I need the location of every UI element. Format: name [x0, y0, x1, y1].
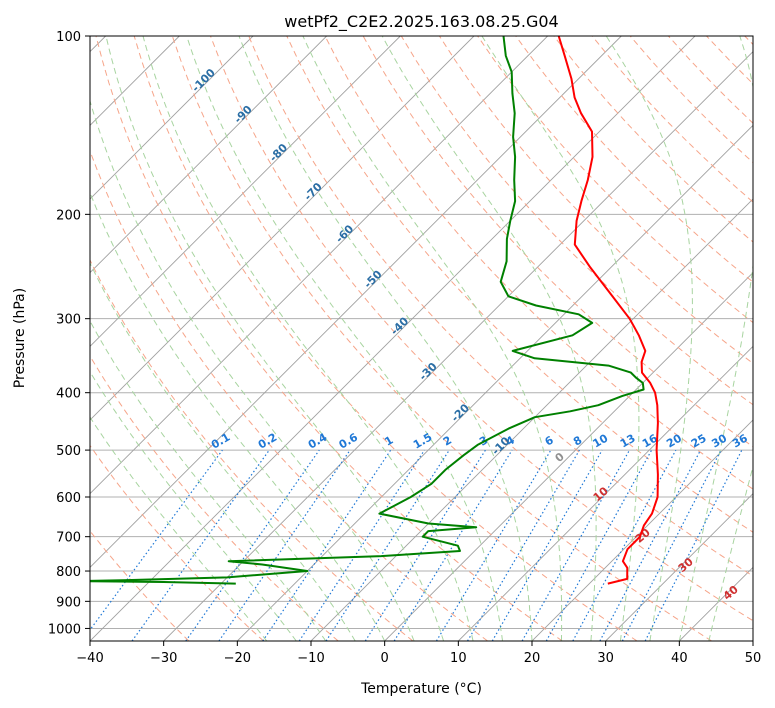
- moist-adiabat: [90, 416, 268, 641]
- isotherm-line: [90, 36, 254, 200]
- moist-adiabat: [186, 36, 503, 641]
- isotherm-line: [90, 36, 548, 495]
- mixing-ratio-line: [521, 449, 631, 641]
- chart-title: wetPf2_C2E2.2025.163.08.25.G04: [284, 12, 558, 32]
- grid-layer: [90, 36, 753, 629]
- x-tick-label: −20: [224, 651, 251, 666]
- x-tick-label: 30: [597, 651, 614, 666]
- dry-adiabat: [133, 36, 638, 641]
- moist-adiabat: [90, 261, 356, 641]
- moist-adiabat: [678, 36, 753, 641]
- moist-adiabat: [90, 370, 297, 641]
- x-tick-label: 50: [745, 651, 762, 666]
- mixing-ratio-line: [393, 449, 513, 641]
- y-tick-label: 600: [56, 491, 81, 506]
- dry-adiabat: [210, 36, 753, 622]
- dry-adiabat: [90, 355, 339, 641]
- plot-area: 0.1 0.2 0.4 0.6 1 1.5 2 3 4 6 8 10 13 16 20 25 30 36-100-…: [90, 36, 753, 641]
- moist-adiabat: [481, 36, 640, 641]
- isotherm-line: [605, 493, 753, 641]
- moist-adiabat: [238, 36, 533, 641]
- isotherm-line: [384, 272, 753, 641]
- y-axis-title: Pressure (hPa): [12, 288, 28, 388]
- dry-adiabat: [90, 444, 264, 641]
- moist-adiabat: [90, 320, 327, 641]
- x-tick-label: −40: [76, 651, 103, 666]
- moist-adiabat: [90, 191, 386, 641]
- mixing-ratio-line: [435, 449, 552, 641]
- mixing-ratio-line: [545, 449, 653, 641]
- mixing-ratio-line: [325, 449, 450, 641]
- y-axis: 100 200 300 400 500 600 700 800 900 1000: [48, 30, 90, 637]
- x-tick-label: −10: [297, 651, 324, 666]
- mixing-ratio-line: [218, 449, 351, 641]
- x-tick-label: 10: [450, 651, 467, 666]
- y-tick-label: 100: [56, 30, 81, 45]
- series-layer: [90, 36, 659, 585]
- plot-frame: [89, 35, 754, 642]
- moist-adiabat: [708, 464, 753, 641]
- mixing-ratio-line: [364, 449, 486, 641]
- dry-adiabat: [286, 36, 753, 533]
- x-axis: −40 −30 −20 −10 0 10 20 30 40 50: [76, 641, 761, 666]
- y-tick-label: 500: [56, 444, 81, 459]
- mixing-ratio-layer: [90, 449, 743, 641]
- isotherm-line: [90, 36, 475, 421]
- isotherm-line: [458, 345, 753, 641]
- isotherm-line: [237, 124, 753, 641]
- x-tick-label: 40: [671, 651, 688, 666]
- isotherm-line: [90, 36, 696, 641]
- dry-adiabat: [90, 258, 414, 641]
- isotherm-line: [90, 36, 622, 568]
- moist-adiabat: [605, 36, 693, 641]
- dry-adiabat-layer: [90, 36, 753, 641]
- isotherm-line: [90, 36, 401, 347]
- mixing-ratio-line: [185, 449, 320, 641]
- y-tick-label: 700: [56, 531, 81, 546]
- isotherm-layer: [90, 36, 753, 641]
- dry-adiabat: [515, 36, 753, 283]
- x-tick-label: −30: [150, 651, 177, 666]
- x-tick-label: 20: [524, 651, 541, 666]
- mixing-ratio-line: [466, 449, 580, 641]
- y-tick-label: 200: [56, 208, 81, 223]
- x-tick-label: 0: [381, 651, 389, 666]
- isotherm-line: [531, 419, 753, 641]
- y-tick-label: 800: [56, 565, 81, 580]
- mixing-ratio-line: [491, 449, 603, 641]
- dry-adiabat: [171, 36, 712, 641]
- temperature-line: [557, 36, 659, 585]
- isotherm-line: [90, 36, 327, 274]
- y-tick-label: 300: [56, 313, 81, 328]
- y-tick-label: 400: [56, 387, 81, 402]
- isotherm-line: [163, 51, 753, 641]
- y-tick-label: 1000: [48, 622, 81, 637]
- moist-adiabat: [105, 36, 445, 641]
- y-tick-label: 900: [56, 595, 81, 610]
- dry-adiabat: [324, 36, 753, 490]
- moist-adiabat: [302, 36, 563, 641]
- dry-adiabat: [95, 36, 563, 641]
- moist-adiabat-layer: [90, 36, 753, 641]
- moist-adiabat: [381, 36, 597, 641]
- dry-adiabat: [248, 36, 753, 577]
- dewpoint-line: [90, 36, 645, 585]
- x-axis-title: Temperature (°C): [360, 681, 482, 697]
- moist-adiabat: [90, 99, 415, 641]
